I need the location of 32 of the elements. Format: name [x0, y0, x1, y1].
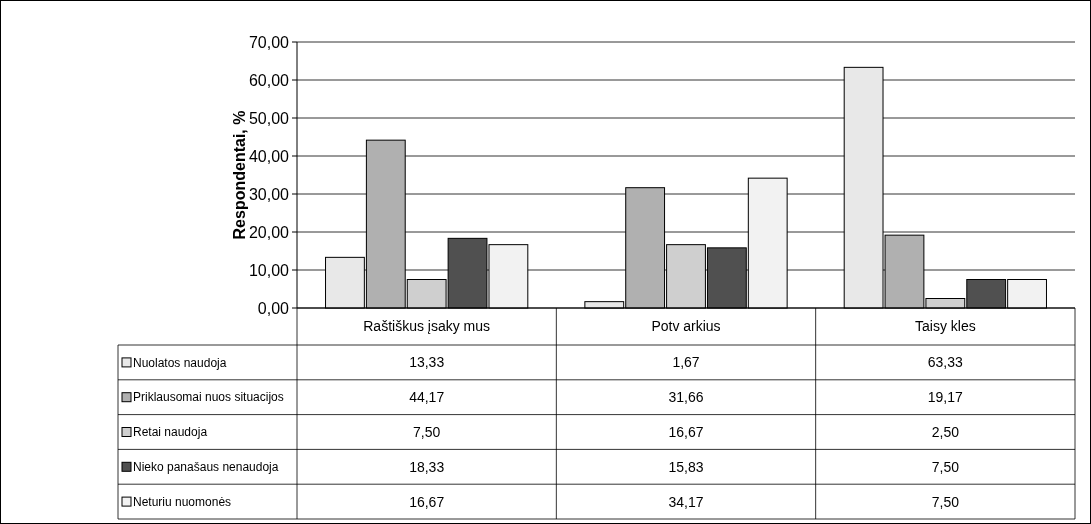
y-tick-label: 70,00: [248, 33, 290, 51]
legend-label: Priklausomai nuos situacijos: [133, 390, 284, 405]
data-label: 44,17: [409, 389, 445, 406]
x-tick-label: Taisy kles: [914, 318, 976, 335]
data-label: 18,33: [409, 458, 445, 475]
data-label: 16,67: [409, 493, 445, 510]
data-label: 19,17: [927, 389, 964, 406]
x-tick-label: Potv arkius: [651, 318, 721, 335]
y-axis-title: Respondentai, %: [231, 110, 248, 240]
data-label: 15,83: [668, 458, 704, 475]
legend-label: Nieko panašaus nenaudoja: [133, 460, 279, 474]
y-tick-label: 10,00: [248, 261, 290, 279]
y-tick-label: 0,00: [257, 299, 290, 317]
y-tick-label: 50,00: [248, 109, 290, 127]
legend-label: Neturiu nuomonės: [133, 494, 232, 509]
x-tick-label: Raštiškus įsaky mus: [363, 318, 491, 335]
data-label: 16,67: [668, 423, 704, 440]
data-label: 7,50: [413, 423, 441, 440]
data-label: 31,66: [668, 389, 704, 406]
data-label: 7,50: [931, 493, 960, 510]
data-label: 2,50: [931, 423, 960, 440]
legend-label: Nuolatos naudoja: [133, 355, 227, 370]
data-label: 13,33: [409, 354, 445, 371]
y-tick-label: 60,00: [248, 71, 290, 89]
data-label: 7,50: [931, 458, 960, 475]
data-label: 1,67: [672, 354, 700, 371]
y-tick-label: 30,00: [248, 185, 290, 203]
data-label: 63,33: [927, 354, 964, 371]
y-tick-label: 40,00: [248, 147, 290, 165]
legend-label: Retai naudoja: [133, 425, 208, 440]
data-label: 34,17: [668, 493, 704, 510]
y-tick-label: 20,00: [248, 223, 290, 241]
